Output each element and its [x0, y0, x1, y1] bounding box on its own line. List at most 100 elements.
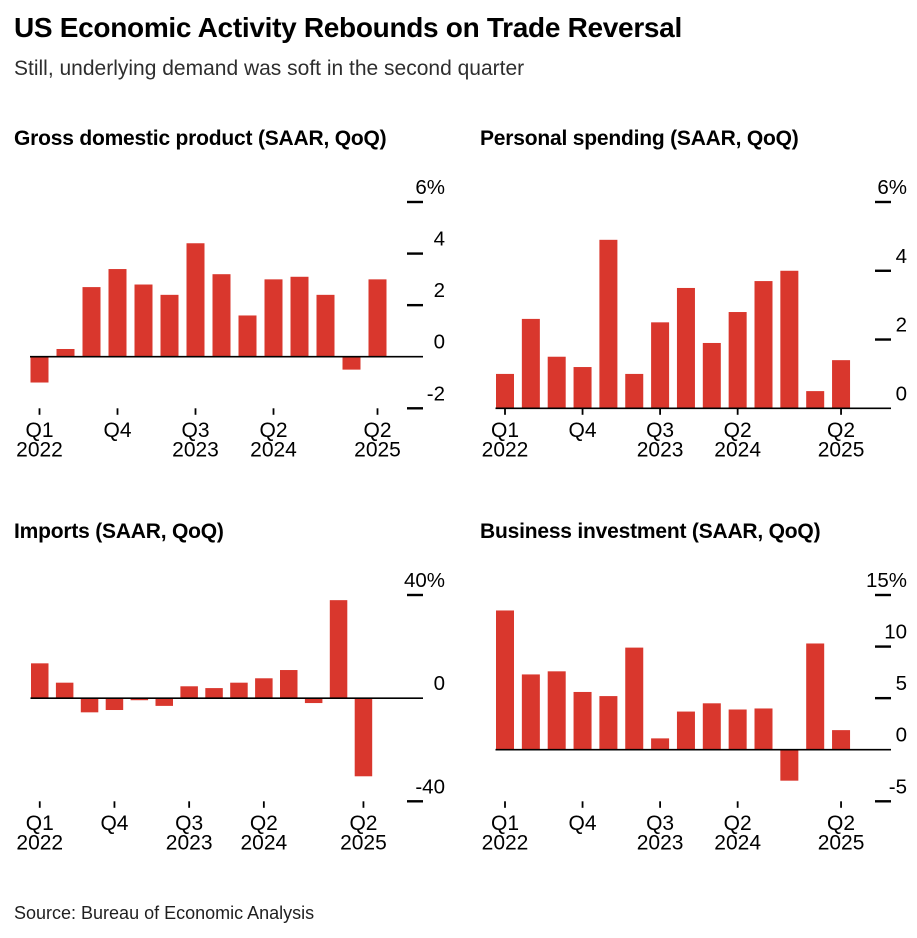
x-tick-label-year: 2023 — [637, 832, 684, 855]
bar-q2-2024 — [255, 678, 273, 699]
page-title: US Economic Activity Rebounds on Trade R… — [14, 12, 682, 43]
bar-q3-2023 — [651, 322, 670, 409]
bar-q4-2023 — [205, 688, 223, 699]
x-tick-label-quarter: Q2 — [827, 419, 855, 442]
x-tick-label-quarter: Q4 — [103, 419, 131, 442]
bar-q3-2024 — [754, 281, 773, 409]
x-tick-label-quarter: Q1 — [491, 812, 519, 835]
bar-q3-2023 — [651, 738, 670, 750]
bar-q2-2023 — [625, 647, 644, 750]
x-tick-label-quarter: Q3 — [181, 419, 209, 442]
bar-q2-2023 — [625, 373, 644, 409]
x-tick-label-quarter: Q1 — [25, 419, 53, 442]
x-tick-label-quarter: Q3 — [175, 812, 203, 835]
x-tick-label-year: 2024 — [240, 832, 287, 855]
bar-q3-2022 — [547, 356, 566, 409]
bar-q1-2023 — [130, 698, 149, 701]
bar-q1-2025 — [342, 356, 361, 370]
bar-q4-2024 — [780, 749, 799, 781]
bar-q3-2022 — [80, 698, 99, 713]
bar-q1-2022 — [496, 373, 514, 409]
bar-q1-2024 — [702, 703, 721, 750]
x-tick-label-quarter: Q3 — [646, 812, 674, 835]
x-tick-label-year: 2023 — [166, 832, 213, 855]
chart-title-imports: Imports (SAAR, QoQ) — [14, 520, 224, 543]
bar-q3-2022 — [82, 287, 101, 357]
y-tick-label: 6% — [415, 176, 445, 199]
bar-q4-2022 — [573, 367, 592, 409]
x-tick-label-quarter: Q2 — [724, 419, 752, 442]
bar-q4-2024 — [304, 698, 323, 704]
x-tick-label-year: 2024 — [250, 439, 297, 462]
bar-q1-2024 — [238, 315, 257, 357]
y-tick-label: -40 — [415, 775, 445, 798]
bar-q1-2023 — [134, 284, 153, 357]
y-tick-label: 5 — [896, 672, 907, 695]
x-tick-label-year: 2025 — [354, 439, 401, 462]
y-tick-label: 4 — [896, 245, 907, 268]
x-tick-label-quarter: Q4 — [100, 812, 128, 835]
x-tick-label-year: 2025 — [818, 832, 865, 855]
bar-q1-2022 — [30, 356, 49, 383]
chart-title-business-investment: Business investment (SAAR, QoQ) — [480, 520, 821, 543]
x-tick-label-quarter: Q2 — [724, 812, 752, 835]
bar-q2-2023 — [160, 294, 179, 357]
x-tick-label-quarter: Q2 — [363, 419, 391, 442]
chart-title-gdp: Gross domestic product (SAAR, QoQ) — [14, 127, 387, 150]
x-tick-label-year: 2022 — [16, 439, 63, 462]
bar-q4-2023 — [676, 711, 695, 750]
bar-q4-2023 — [676, 287, 695, 409]
bar-q4-2024 — [316, 294, 335, 357]
source-note: Source: Bureau of Economic Analysis — [14, 903, 315, 923]
bar-q4-2022 — [108, 269, 127, 357]
bar-q1-2023 — [599, 696, 618, 750]
x-tick-label-year: 2023 — [172, 439, 219, 462]
personal-spending-bars — [496, 239, 851, 409]
bar-q2-2022 — [55, 682, 74, 699]
bar-q3-2024 — [290, 276, 309, 357]
x-tick-label-year: 2025 — [340, 832, 387, 855]
y-tick-label: 2 — [434, 279, 445, 302]
bar-q2-2023 — [155, 698, 173, 706]
personal-spending-y-axis: 6% 4 2 0 — [495, 176, 907, 410]
bar-q1-2024 — [702, 342, 721, 409]
bar-q4-2022 — [105, 698, 124, 711]
bar-q3-2024 — [280, 670, 298, 699]
x-tick-label-quarter: Q4 — [569, 419, 597, 442]
chart-title-personal-spending: Personal spending (SAAR, QoQ) — [480, 127, 799, 150]
x-tick-label-quarter: Q1 — [26, 812, 54, 835]
x-tick-label-year: 2023 — [637, 439, 684, 462]
bar-q4-2022 — [573, 691, 592, 750]
x-tick-label-quarter: Q3 — [646, 419, 674, 442]
imports-y-axis: 40% 0 -40 — [30, 569, 445, 803]
y-tick-label: -2 — [427, 382, 445, 405]
x-tick-label-year: 2022 — [482, 439, 529, 462]
x-tick-label-quarter: Q2 — [349, 812, 377, 835]
business-investment-bars — [496, 610, 851, 781]
x-tick-label-quarter: Q4 — [569, 812, 597, 835]
x-tick-label-quarter: Q2 — [259, 419, 287, 442]
y-tick-label: 2 — [896, 314, 907, 337]
bar-q2-2025 — [368, 279, 387, 357]
bar-q2-2025 — [354, 698, 373, 777]
bar-q3-2023 — [180, 686, 198, 699]
bar-q1-2024 — [230, 682, 248, 699]
bar-q1-2022 — [31, 663, 49, 699]
x-tick-label-quarter: Q1 — [491, 419, 519, 442]
bar-q2-2025 — [832, 730, 851, 750]
x-tick-label-year: 2022 — [16, 832, 63, 855]
bar-q4-2024 — [780, 270, 799, 409]
x-tick-label-year: 2025 — [818, 439, 865, 462]
business-investment-y-axis: 15% 10 5 0 -5 — [495, 569, 907, 803]
bar-q3-2022 — [547, 671, 566, 750]
x-tick-label-year: 2024 — [714, 832, 761, 855]
y-tick-label: -5 — [889, 775, 907, 798]
x-tick-label-quarter: Q2 — [827, 812, 855, 835]
y-tick-label: 4 — [434, 228, 445, 251]
